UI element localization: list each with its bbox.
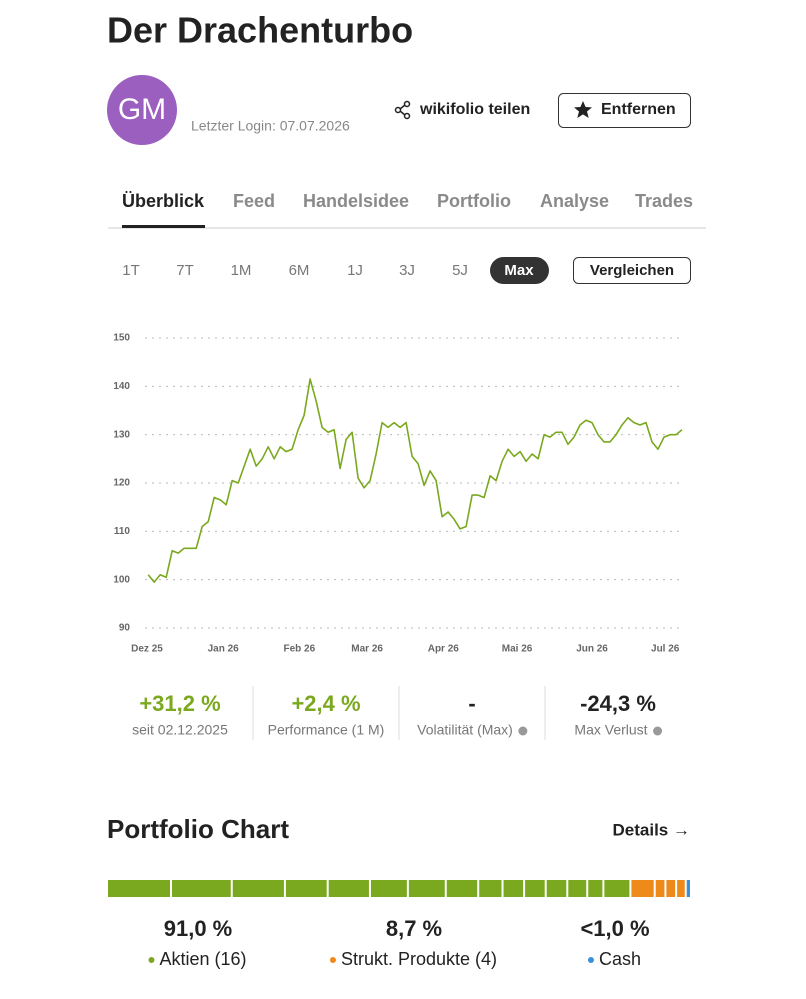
tab[interactable]: Feed [233,191,275,211]
legend-dot [148,957,155,963]
x-tick-label: Feb 26 [283,644,315,655]
tab[interactable]: Handelsidee [303,191,409,211]
tab-underline [122,225,205,228]
allocation-value: <1,0 % [580,916,649,941]
avatar-initials: GM [118,93,166,126]
remove-label[interactable]: Entfernen [601,101,676,118]
y-tick-label: 150 [113,333,130,344]
allocation-segment [503,880,524,897]
x-tick-label: Mai 26 [502,644,533,655]
period-option[interactable]: Max [504,262,534,279]
period-option[interactable]: 3J [399,262,415,279]
allocation-segment [108,880,171,897]
period-option[interactable]: 1T [122,262,140,279]
allocation-label: Strukt. Produkte (4) [341,949,497,969]
period-option[interactable]: 1J [347,262,363,279]
tab[interactable]: Überblick [122,191,205,211]
allocation-segment [408,880,445,897]
share-label[interactable]: wikifolio teilen [419,101,530,118]
x-tick-label: Apr 26 [428,644,460,655]
allocation-segment [328,880,369,897]
last-login: Letzter Login: 07.07.2026 [191,118,350,134]
y-tick-label: 100 [113,574,130,585]
allocation-segment [655,880,665,897]
details-link[interactable]: Details → [613,820,690,839]
stat-value: +2,4 % [291,691,360,716]
page-title: Der Drachenturbo [107,10,413,51]
y-tick-label: 120 [113,478,130,489]
stat-label: Max Verlust [574,722,647,738]
stat-value: +31,2 % [139,691,220,716]
allocation-label: Cash [599,949,641,969]
stat-label: Volatilität (Max) [417,722,513,738]
stat-value: -24,3 % [580,691,656,716]
allocation-label: Aktien (16) [159,949,246,969]
x-tick-label: Mar 26 [351,644,383,655]
tab[interactable]: Portfolio [437,191,511,211]
legend-dot [329,957,336,963]
allocation-segment [631,880,654,897]
tab[interactable]: Analyse [540,191,609,211]
legend-dot [587,957,594,963]
allocation-value: 8,7 % [386,916,442,941]
period-option[interactable]: 5J [452,262,468,279]
allocation-segment [666,880,676,897]
period-active-bg [490,257,549,284]
allocation-segment [546,880,567,897]
tab[interactable]: Trades [635,191,693,211]
compare-label[interactable]: Vergleichen [590,262,674,279]
y-tick-label: 90 [119,623,131,634]
stat-value: - [468,691,475,716]
allocation-segment [172,880,231,897]
allocation-segment [677,880,685,897]
allocation-segment [604,880,630,897]
remove-button[interactable]: Entfernen [558,93,691,128]
allocation-segment [686,880,690,897]
allocation-segment [370,880,407,897]
avatar [107,75,177,145]
allocation-segment [232,880,284,897]
period-option[interactable]: 6M [289,262,310,279]
share-button[interactable]: wikifolio teilen [394,100,531,120]
compare-button[interactable]: Vergleichen [573,257,691,284]
allocation-segment [285,880,327,897]
allocation-segment [568,880,587,897]
allocation-value: 91,0 % [164,916,233,941]
allocation-segment [525,880,545,897]
info-icon [518,726,528,736]
stat-label: Performance (1 M) [268,722,385,738]
x-tick-label: Jan 26 [208,644,240,655]
x-tick-label: Jul 26 [651,644,680,655]
allocation-segment [588,880,603,897]
x-tick-label: Dez 25 [131,644,163,655]
y-tick-label: 130 [113,429,130,440]
period-option[interactable]: 1M [231,262,252,279]
period-option[interactable]: 7T [176,262,194,279]
price-line [147,378,683,583]
y-tick-label: 140 [113,381,130,392]
y-tick-label: 110 [114,526,131,537]
section-title: Portfolio Chart [107,814,289,844]
allocation-segment [479,880,502,897]
stat-label: seit 02.12.2025 [132,722,228,738]
x-tick-label: Jun 26 [576,644,608,655]
allocation-segment [446,880,478,897]
info-icon [653,726,663,736]
